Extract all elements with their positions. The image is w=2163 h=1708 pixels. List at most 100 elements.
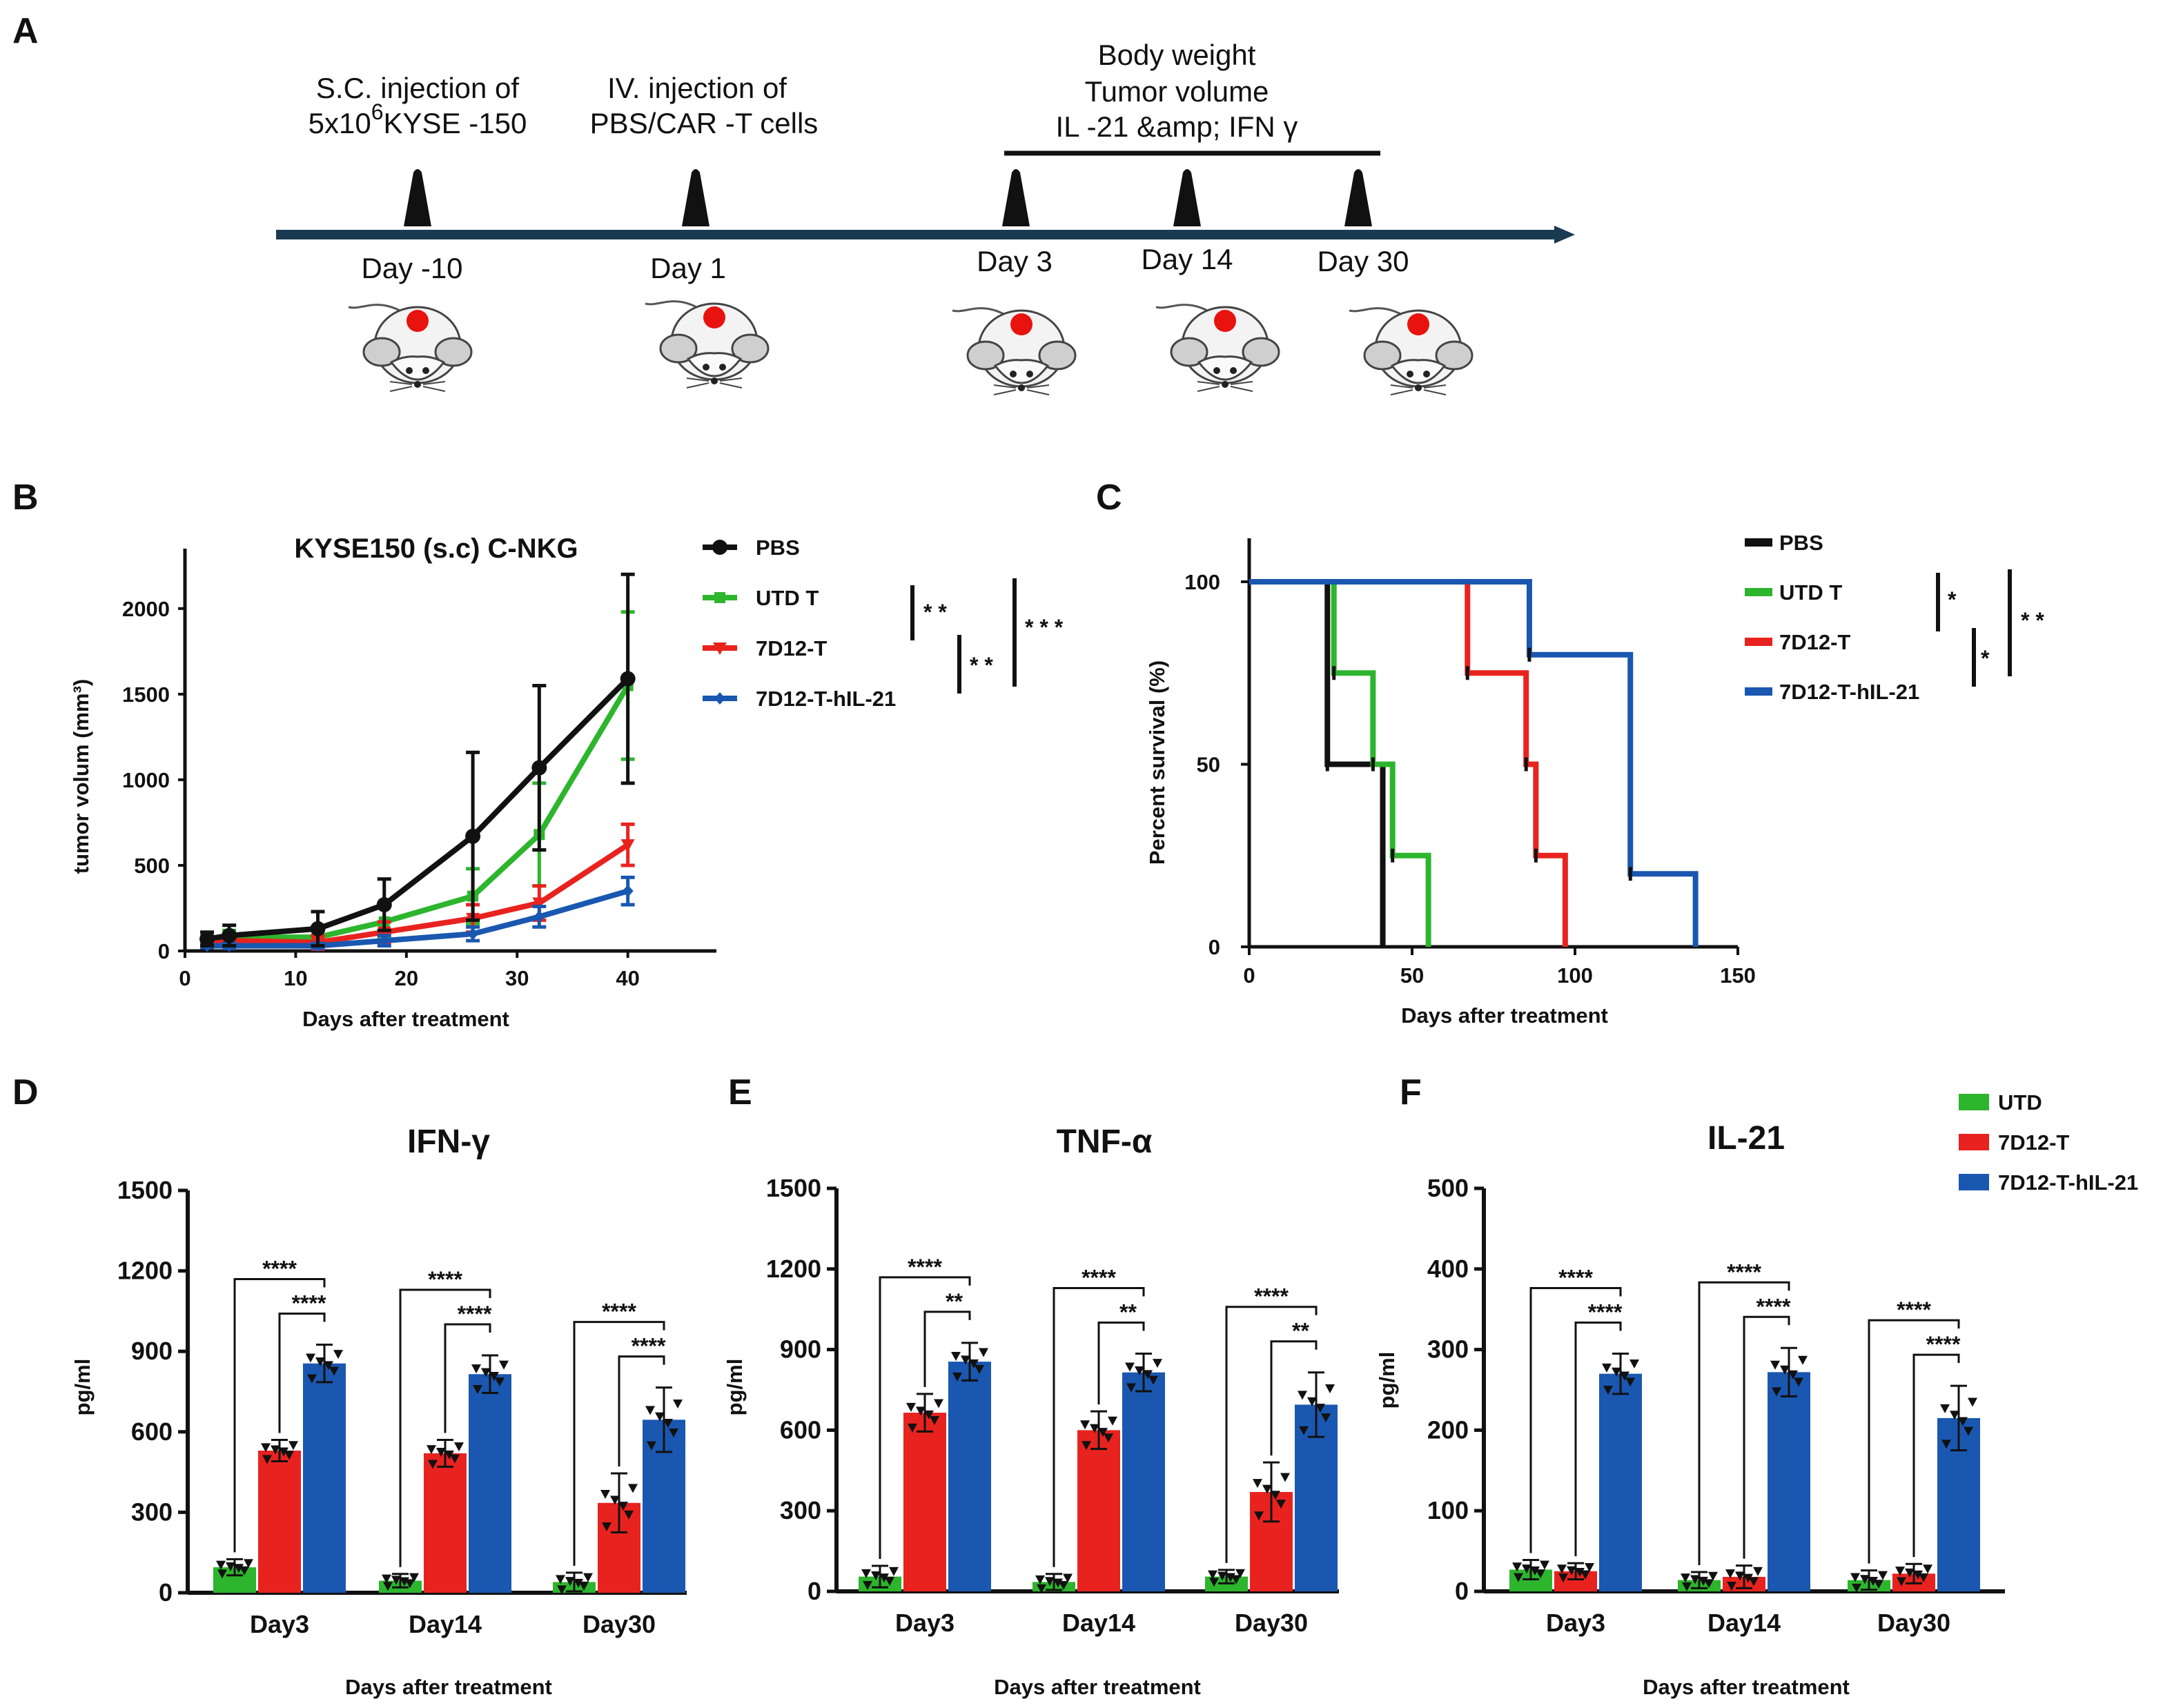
bar-datapoint	[427, 1445, 436, 1455]
mouse-whisker	[686, 377, 709, 382]
bar-legend-swatch	[1959, 1174, 1989, 1190]
bar-y-tick-label: 900	[780, 1335, 821, 1364]
bar-datapoint	[1772, 1387, 1781, 1397]
bar-datapoint	[261, 1443, 271, 1453]
mouse-whisker	[1390, 384, 1413, 389]
bar-datapoint	[1262, 1484, 1272, 1494]
bar-datapoint	[1940, 1404, 1950, 1413]
chart-c-y-tick-label: 0	[1208, 935, 1220, 959]
mouse-nose	[711, 377, 718, 384]
bar-datapoint	[239, 1566, 249, 1576]
bar-datapoint	[1299, 1426, 1309, 1435]
sig-b-3: * *	[970, 653, 993, 678]
bar-7D12-T	[258, 1451, 301, 1593]
bar-datapoint	[1794, 1377, 1803, 1387]
bar-datapoint	[1321, 1413, 1331, 1423]
bar-datapoint	[1603, 1386, 1613, 1395]
legend-c-label: 7D12-T	[1779, 630, 1850, 654]
bar-datapoint	[262, 1455, 272, 1464]
bar-7D12-T-hIL-21	[469, 1374, 511, 1593]
bar-datapoint	[226, 1562, 235, 1571]
mouse-face	[993, 359, 1050, 384]
day-label-2: Day 1	[650, 252, 726, 284]
mouse-nose	[414, 381, 421, 388]
bar-datapoint	[951, 1351, 961, 1361]
bar-datapoint	[1276, 1500, 1286, 1509]
legend-b-marker	[712, 540, 727, 555]
sig-bracket-inner	[1097, 1321, 1145, 1405]
bar-7D12-T-hIL-21	[1599, 1373, 1642, 1591]
sig-bracket-outer	[399, 1288, 491, 1567]
bar-datapoint	[1798, 1355, 1808, 1365]
mouse-eye-left	[703, 364, 709, 371]
mouse-whisker	[686, 382, 709, 389]
sig-label-outer: ****	[908, 1255, 942, 1279]
bar-datapoint	[1625, 1377, 1635, 1387]
sig-label-outer: ****	[602, 1299, 636, 1324]
bar-datapoint	[279, 1447, 288, 1457]
bar-7D12-T-hIL-21	[1122, 1372, 1165, 1591]
mouse-face	[1197, 355, 1253, 381]
sig-label-outer: ****	[428, 1267, 462, 1292]
sig-label-outer: ****	[1082, 1265, 1116, 1290]
mouse-eye-right	[1026, 371, 1033, 377]
event-2-line2: PBS/CAR -T cells	[590, 107, 819, 139]
sig-bracket-inner	[1270, 1340, 1318, 1456]
sig-label-outer: ****	[1254, 1284, 1289, 1309]
chart-c-ylabel: Percent survival (%)	[1145, 660, 1169, 865]
legend-b-label: PBS	[756, 536, 800, 560]
chart-e-ylabel: pg/ml	[723, 1359, 747, 1416]
chart-f-xlabel: Days after treatment	[1643, 1675, 1850, 1699]
bar-datapoint	[436, 1447, 446, 1457]
event-2-line1: IV. injection of	[607, 72, 787, 104]
bar-datapoint	[1514, 1573, 1523, 1582]
chart-b-legend: PBS UTD T 7D12-T 7D12-T-hIL-21	[703, 536, 896, 711]
bar-7D12-T	[1077, 1430, 1120, 1591]
bar-datapoint	[673, 1399, 683, 1408]
mouse-whisker	[1230, 381, 1253, 385]
bar-datapoint	[1045, 1577, 1055, 1587]
chart-b-point	[532, 897, 547, 910]
mouse-ear-left	[1363, 340, 1402, 371]
bar-datapoint	[1727, 1582, 1736, 1591]
tumor-dot	[1010, 313, 1032, 335]
bar-datapoint	[450, 1454, 460, 1464]
bar-datapoint	[583, 1573, 593, 1582]
bar-datapoint	[1053, 1578, 1063, 1588]
bar-datapoint	[871, 1571, 881, 1581]
chart-b-point	[222, 927, 237, 943]
chart-c-y-tick-label: 100	[1184, 570, 1220, 594]
day-label-1: Day -10	[361, 252, 462, 284]
bar-datapoint	[216, 1560, 226, 1570]
bar-datapoint	[1743, 1573, 1753, 1583]
day-label-5: Day 30	[1317, 245, 1409, 277]
sig-label-inner: **	[1119, 1299, 1137, 1324]
bar-datapoint	[1567, 1566, 1576, 1576]
sig-label-inner: ****	[458, 1302, 492, 1326]
bar-datapoint	[916, 1406, 926, 1416]
sig-bracket-inner	[618, 1355, 665, 1467]
bar-datapoint	[495, 1377, 505, 1387]
event-marker-1	[404, 169, 431, 226]
bar-datapoint	[1217, 1571, 1227, 1581]
bar-datapoint	[1923, 1564, 1932, 1574]
bar-datapoint	[1325, 1384, 1335, 1394]
chart-b-y-tick-label: 0	[158, 939, 170, 963]
bar-datapoint	[889, 1567, 899, 1576]
legend-b-marker	[713, 642, 727, 655]
chart-c-survival-curve-3	[1249, 579, 1699, 947]
panel-label-b: B	[12, 478, 39, 518]
bar-datapoint	[1958, 1417, 1968, 1426]
sig-label-inner: **	[1292, 1319, 1309, 1344]
bar-datapoint	[628, 1484, 638, 1493]
panel-label-f: F	[1400, 1072, 1422, 1112]
sig-bracket-inner	[278, 1312, 326, 1433]
bar-y-tick-label: 200	[1427, 1415, 1469, 1444]
bar-datapoint	[879, 1573, 889, 1583]
bar-datapoint	[1950, 1411, 1959, 1420]
mouse-ear-left	[362, 337, 401, 367]
chart-c-x-tick-label: 50	[1400, 963, 1424, 988]
bar-datapoint	[1208, 1570, 1217, 1580]
event-1-line2: 5x106KYSE -150	[309, 99, 527, 139]
bar-datapoint	[473, 1385, 482, 1395]
